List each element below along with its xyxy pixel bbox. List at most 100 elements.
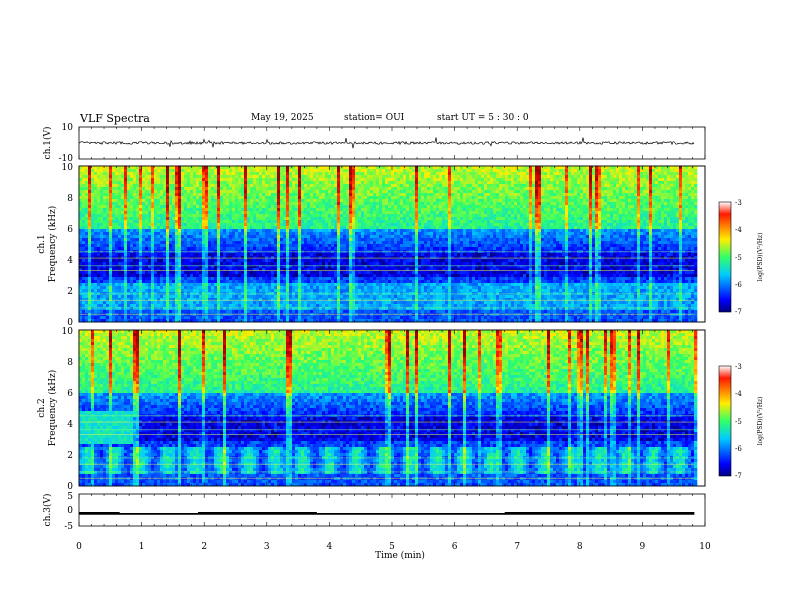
spec1-cell [154,316,158,320]
spec1-cell [337,190,341,194]
spec1-cell [304,295,308,299]
spec1-cell [244,310,248,314]
spec1-cell [334,178,338,182]
spec1-cell [259,295,263,299]
spec1-cell [307,319,311,323]
spec1-cell [100,319,104,323]
spec1-cell [91,175,95,179]
spec1-cell [136,268,140,272]
spec1-cell [277,205,281,209]
spec1-cell [178,316,182,320]
spec1-cell [127,274,131,278]
spec1-cell [166,256,170,260]
spec1-cell [322,223,326,227]
spec1-cell [262,178,266,182]
spec1-cell [334,319,338,323]
spec1-cell [301,256,305,260]
spec1-cell [250,304,254,308]
spec1-cell [181,178,185,182]
spec1-cell [322,295,326,299]
spec1-cell [262,274,266,278]
spec1-cell [145,271,149,275]
spec1-cell [142,313,146,317]
spec1-cell [82,244,86,248]
spec1-cell [292,184,296,188]
spec1-cell [250,181,254,185]
spec1-cell [247,241,251,245]
spec1-cell [253,235,257,239]
spec1-cell [82,229,86,233]
spec1-cell [214,232,218,236]
spec1-cell [142,223,146,227]
spec1-cell [253,265,257,269]
spec1-cell [112,304,116,308]
spec1-cell [169,226,173,230]
spec1-cell [145,259,149,263]
spec1-cell [223,202,227,206]
spec1-cell [136,187,140,191]
spec1-cell [130,271,134,275]
spec1-cell [187,229,191,233]
spec1-cell [196,277,200,281]
spec1-cell [328,316,332,320]
spec1-cell [157,193,161,197]
spec1-cell [133,289,137,293]
spec1-cell [139,244,143,248]
spec1-cell [301,196,305,200]
spec1-cell [226,169,230,173]
spec1-cell [136,304,140,308]
spec1-cell [259,193,263,197]
spec1-cell [172,196,176,200]
spec1-cell [91,295,95,299]
spec1-cell [241,301,245,305]
spec1-cell [82,274,86,278]
spec1-cell [295,256,299,260]
spec1-cell [268,172,272,176]
spec1-cell [85,262,89,266]
spec1-cell [142,280,146,284]
spec1-cell [133,244,137,248]
spec1-cell [217,268,221,272]
spec1-cell [250,262,254,266]
spec1-cell [97,217,101,221]
spec1-cell [328,199,332,203]
spec1-cell [334,247,338,251]
spec1-cell [316,256,320,260]
spec1-cell [364,229,368,233]
spec1-cell [142,166,146,170]
spec1-cell [361,313,365,317]
spec1-cell [106,298,110,302]
spec1-cell [178,280,182,284]
spec1-cell [154,295,158,299]
spec1-cell [244,280,248,284]
spec1-cell [205,226,209,230]
spec1-cell [355,217,359,221]
spec1-cell [127,214,131,218]
spec1-cell [301,283,305,287]
spec1-cell [100,277,104,281]
spec1-cell [151,223,155,227]
spec1-cell [361,253,365,257]
spec1-cell [355,244,359,248]
spec1-cell [190,220,194,224]
spec1-cell [202,277,206,281]
spec1-cell [334,214,338,218]
spec1-cell [274,241,278,245]
spec1-cell [283,223,287,227]
spec1-cell [232,217,236,221]
spec1-cell [301,289,305,293]
spec1-cell [151,205,155,209]
spec1-cell [115,313,119,317]
spec1-cell [226,241,230,245]
spec1-cell [190,196,194,200]
spec1-cell [145,232,149,236]
spec1-cell [301,184,305,188]
spec1-cell [145,172,149,176]
spec1-cell [259,229,263,233]
spec1-cell [256,277,260,281]
spec1-cell [358,319,362,323]
spec1-cell [154,289,158,293]
spec1-cell [244,247,248,251]
spec1-cell [232,190,236,194]
spec1-cell [94,202,98,206]
